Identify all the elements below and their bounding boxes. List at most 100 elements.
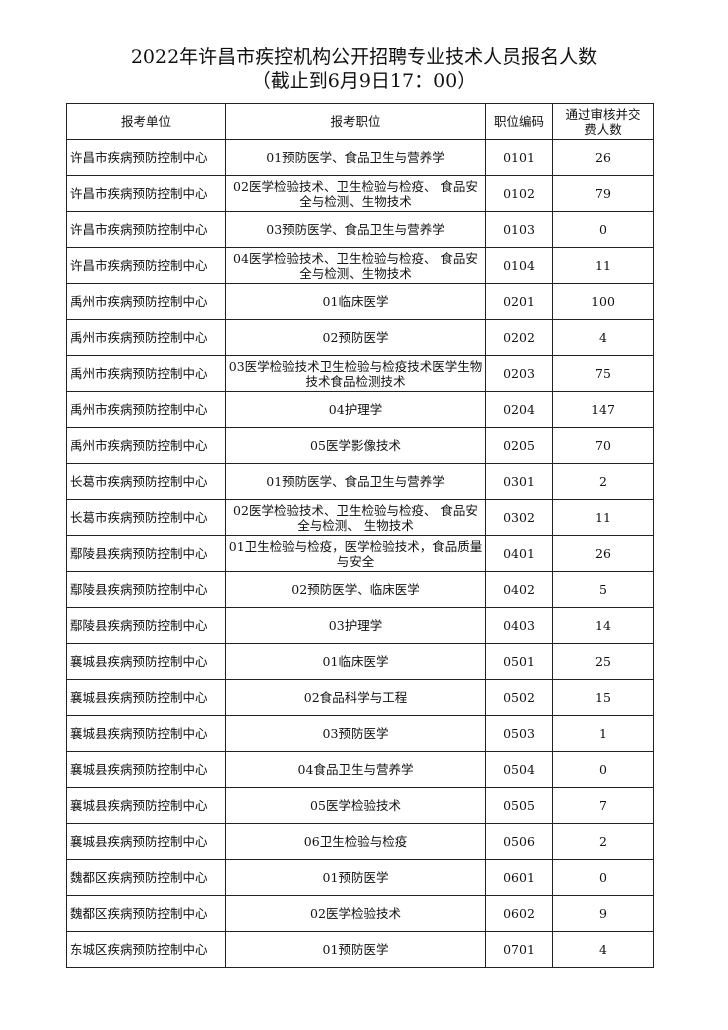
count-cell: 14 <box>552 607 654 644</box>
table-row: 鄢陵县疾病预防控制中心 02预防医学、临床医学 0402 5 <box>66 571 654 608</box>
position-cell: 04护理学 <box>225 391 486 428</box>
count-cell: 11 <box>552 499 654 536</box>
position-cell: 03预防医学、食品卫生与营养学 <box>225 211 486 248</box>
position-cell: 02医学检验技术 <box>225 895 486 932</box>
table-row: 许昌市疾病预防控制中心 02医学检验技术、卫生检验与检疫、 食品安全与检测、生物技… <box>66 175 654 212</box>
position-cell: 04食品卫生与营养学 <box>225 751 486 788</box>
unit-cell: 襄城县疾病预防控制中心 <box>66 715 226 752</box>
unit-cell: 鄢陵县疾病预防控制中心 <box>66 571 226 608</box>
position-cell: 05医学检验技术 <box>225 787 486 824</box>
code-cell: 0601 <box>485 859 553 896</box>
table-row: 东城区疾病预防控制中心 01预防医学 0701 4 <box>66 931 654 968</box>
position-cell: 05医学影像技术 <box>225 427 486 464</box>
position-cell: 03护理学 <box>225 607 486 644</box>
code-cell: 0402 <box>485 571 553 608</box>
code-cell: 0205 <box>485 427 553 464</box>
code-cell: 0101 <box>485 139 553 176</box>
position-cell: 01临床医学 <box>225 283 486 320</box>
count-cell: 1 <box>552 715 654 752</box>
count-cell: 4 <box>552 931 654 968</box>
code-cell: 0201 <box>485 283 553 320</box>
position-cell: 02预防医学 <box>225 319 486 356</box>
unit-cell: 东城区疾病预防控制中心 <box>66 931 226 968</box>
table-row: 许昌市疾病预防控制中心 01预防医学、食品卫生与营养学 0101 26 <box>66 139 654 176</box>
code-cell: 0602 <box>485 895 553 932</box>
unit-cell: 襄城县疾病预防控制中心 <box>66 751 226 788</box>
code-cell: 0403 <box>485 607 553 644</box>
unit-cell: 禹州市疾病预防控制中心 <box>66 427 226 464</box>
count-cell: 75 <box>552 355 654 392</box>
count-cell: 147 <box>552 391 654 428</box>
unit-cell: 许昌市疾病预防控制中心 <box>66 211 226 248</box>
count-cell: 79 <box>552 175 654 212</box>
count-cell: 26 <box>552 535 654 572</box>
code-cell: 0401 <box>485 535 553 572</box>
registration-table: 报考单位 报考职位 职位编码 通过审核并交费人数 许昌市疾病预防控制中心 01预防… <box>66 103 654 968</box>
unit-cell: 禹州市疾病预防控制中心 <box>66 319 226 356</box>
count-cell: 9 <box>552 895 654 932</box>
table-row: 襄城县疾病预防控制中心 01临床医学 0501 25 <box>66 643 654 680</box>
position-cell: 01预防医学 <box>225 931 486 968</box>
count-cell: 0 <box>552 211 654 248</box>
code-cell: 0202 <box>485 319 553 356</box>
position-cell: 02医学检验技术、卫生检验与检疫、 食品安全与检测、生物技术 <box>225 175 486 212</box>
position-cell: 03医学检验技术卫生检验与检疫技术医学生物技术食品检测技术 <box>225 355 486 392</box>
header-position: 报考职位 <box>225 103 486 140</box>
position-cell: 01临床医学 <box>225 643 486 680</box>
unit-cell: 禹州市疾病预防控制中心 <box>66 391 226 428</box>
unit-cell: 襄城县疾病预防控制中心 <box>66 787 226 824</box>
position-cell: 04医学检验技术、卫生检验与检疫、 食品安全与检测、生物技术 <box>225 247 486 284</box>
unit-cell: 魏都区疾病预防控制中心 <box>66 859 226 896</box>
count-cell: 11 <box>552 247 654 284</box>
document-subtitle: （截止到6月9日17：00） <box>251 70 477 92</box>
unit-cell: 禹州市疾病预防控制中心 <box>66 355 226 392</box>
table-row: 襄城县疾病预防控制中心 03预防医学 0503 1 <box>66 715 654 752</box>
count-cell: 7 <box>552 787 654 824</box>
count-cell: 5 <box>552 571 654 608</box>
unit-cell: 许昌市疾病预防控制中心 <box>66 247 226 284</box>
unit-cell: 长葛市疾病预防控制中心 <box>66 463 226 500</box>
count-cell: 4 <box>552 319 654 356</box>
header-count: 通过审核并交费人数 <box>552 103 654 140</box>
table-row: 禹州市疾病预防控制中心 01临床医学 0201 100 <box>66 283 654 320</box>
count-cell: 15 <box>552 679 654 716</box>
code-cell: 0102 <box>485 175 553 212</box>
table-header-row: 报考单位 报考职位 职位编码 通过审核并交费人数 <box>66 103 654 140</box>
table-row: 长葛市疾病预防控制中心 01预防医学、食品卫生与营养学 0301 2 <box>66 463 654 500</box>
table-row: 许昌市疾病预防控制中心 03预防医学、食品卫生与营养学 0103 0 <box>66 211 654 248</box>
code-cell: 0501 <box>485 643 553 680</box>
table-row: 鄢陵县疾病预防控制中心 01卫生检验与检疫，医学检验技术，食品质量与安全 0401 2… <box>66 535 654 572</box>
table-row: 禹州市疾病预防控制中心 03医学检验技术卫生检验与检疫技术医学生物技术食品检测技术… <box>66 355 654 392</box>
code-cell: 0302 <box>485 499 553 536</box>
count-cell: 0 <box>552 859 654 896</box>
code-cell: 0301 <box>485 463 553 500</box>
table-row: 禹州市疾病预防控制中心 04护理学 0204 147 <box>66 391 654 428</box>
position-cell: 03预防医学 <box>225 715 486 752</box>
count-cell: 2 <box>552 823 654 860</box>
unit-cell: 许昌市疾病预防控制中心 <box>66 175 226 212</box>
count-cell: 2 <box>552 463 654 500</box>
table-row: 禹州市疾病预防控制中心 05医学影像技术 0205 70 <box>66 427 654 464</box>
unit-cell: 长葛市疾病预防控制中心 <box>66 499 226 536</box>
table-row: 许昌市疾病预防控制中心 04医学检验技术、卫生检验与检疫、 食品安全与检测、生物技… <box>66 247 654 284</box>
count-cell: 70 <box>552 427 654 464</box>
table-row: 魏都区疾病预防控制中心 02医学检验技术 0602 9 <box>66 895 654 932</box>
unit-cell: 鄢陵县疾病预防控制中心 <box>66 535 226 572</box>
code-cell: 0506 <box>485 823 553 860</box>
position-cell: 02预防医学、临床医学 <box>225 571 486 608</box>
count-cell: 26 <box>552 139 654 176</box>
position-cell: 06卫生检验与检疫 <box>225 823 486 860</box>
position-cell: 01预防医学、食品卫生与营养学 <box>225 463 486 500</box>
code-cell: 0204 <box>485 391 553 428</box>
header-code: 职位编码 <box>485 103 553 140</box>
table-row: 襄城县疾病预防控制中心 02食品科学与工程 0502 15 <box>66 679 654 716</box>
code-cell: 0502 <box>485 679 553 716</box>
code-cell: 0203 <box>485 355 553 392</box>
code-cell: 0701 <box>485 931 553 968</box>
code-cell: 0505 <box>485 787 553 824</box>
count-cell: 25 <box>552 643 654 680</box>
document-title: 2022年许昌市疾控机构公开招聘专业技术人员报名人数 <box>130 46 598 68</box>
table-row: 鄢陵县疾病预防控制中心 03护理学 0403 14 <box>66 607 654 644</box>
table-row: 襄城县疾病预防控制中心 05医学检验技术 0505 7 <box>66 787 654 824</box>
position-cell: 02食品科学与工程 <box>225 679 486 716</box>
